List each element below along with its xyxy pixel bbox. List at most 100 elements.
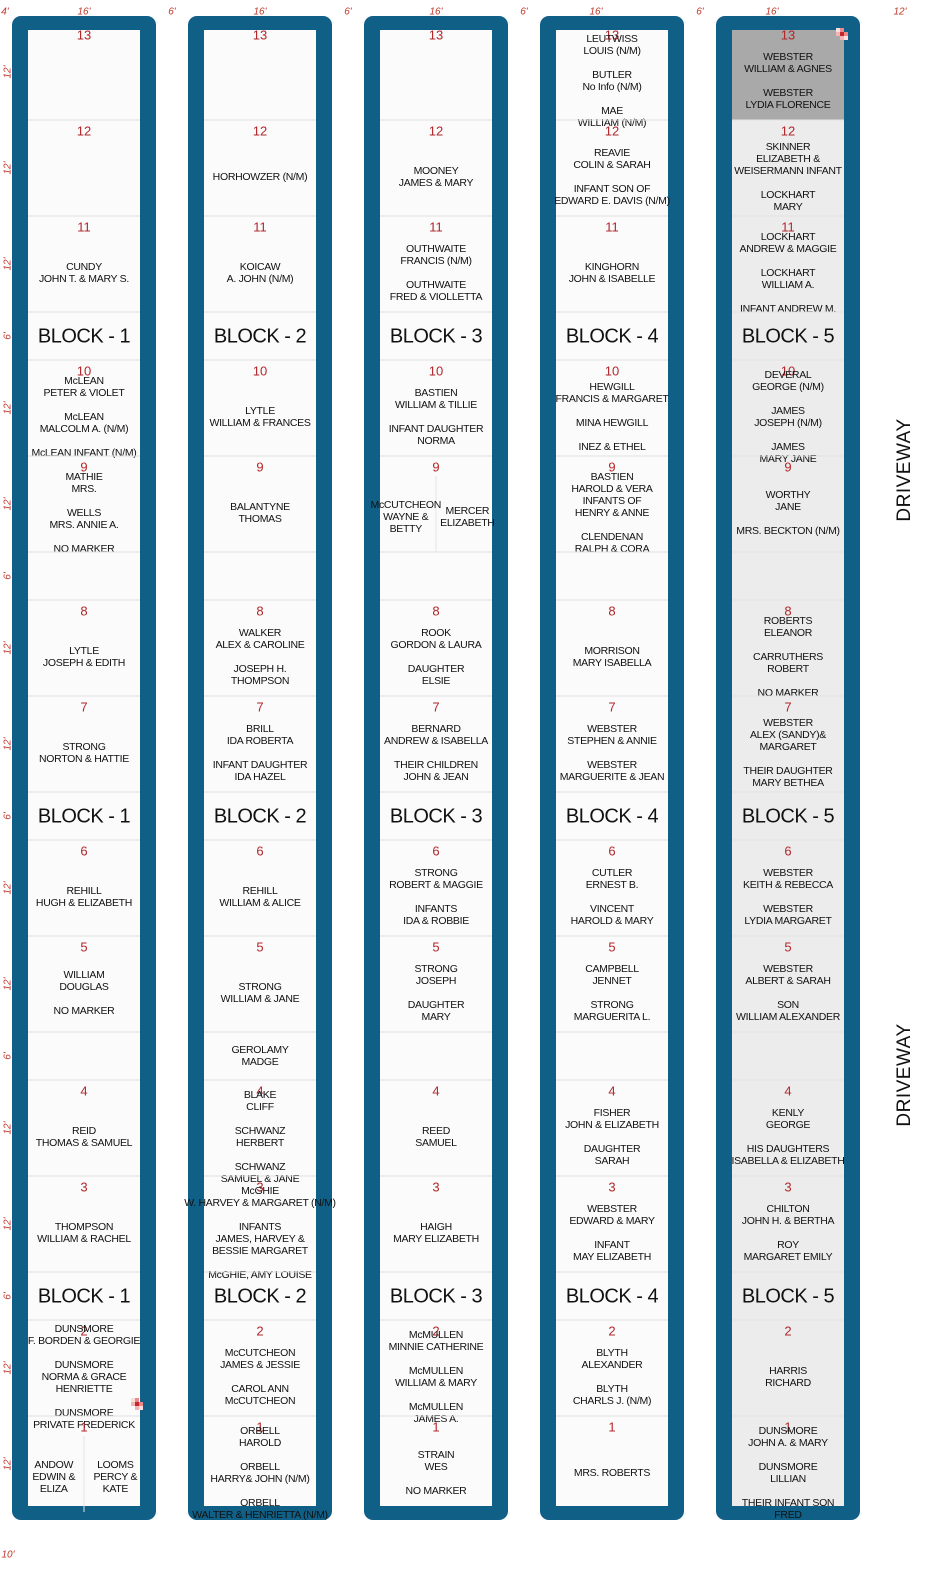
plot-number: 13 <box>429 27 443 42</box>
name-line: IDA & ROBBIE <box>403 915 469 927</box>
plot-number: 5 <box>80 939 87 954</box>
name-line: JENNET <box>592 975 632 987</box>
name-line: W. HARVEY & MARGARET (N/M) <box>184 1197 335 1209</box>
plot-number: 4 <box>608 1083 615 1098</box>
plot-number: 1 <box>784 1419 791 1434</box>
name-line: MALCOLM A. (N/M) <box>40 423 129 435</box>
name-line: FRED & VIOLLETTA <box>390 291 483 303</box>
name-line: McGHIE <box>241 1185 279 1197</box>
block-label: BLOCK - 2 <box>214 1285 307 1307</box>
name-line: THOMPSON <box>231 675 289 687</box>
block-label: BLOCK - 4 <box>566 1285 659 1307</box>
name-line: DUNSMORE <box>759 1461 818 1473</box>
plot-number: 11 <box>77 219 91 234</box>
name-line: McMULLEN <box>409 1329 463 1341</box>
name-line: MOONEY <box>414 165 459 177</box>
name-line: CLIFF <box>246 1101 274 1113</box>
name-line: McGHIE, AMY LOUISE <box>208 1269 312 1281</box>
dimension-label: 6' <box>3 811 14 820</box>
name-line: THOMPSON <box>55 1221 113 1233</box>
name-line: MRS. BECKTON (N/M) <box>736 525 840 537</box>
dimension-label: 6' <box>520 7 529 18</box>
plot-number: 2 <box>784 1323 791 1338</box>
name-line: HARRIS <box>769 1365 807 1377</box>
plot-number: 2 <box>80 1323 87 1338</box>
name-line: FRANCIS & MARGARET <box>555 393 669 405</box>
name-line: BRILL <box>246 723 274 735</box>
plot-number: 4 <box>784 1083 791 1098</box>
name-line: DAUGHTER <box>408 663 465 675</box>
name-line: STRONG <box>590 999 633 1011</box>
plot-number: 5 <box>608 939 615 954</box>
dimension-label: 16' <box>429 7 443 18</box>
name-line: KENLY <box>772 1107 804 1119</box>
plot-number: 6 <box>80 843 87 858</box>
block-label: BLOCK - 5 <box>742 805 835 827</box>
plot-number: 11 <box>781 219 795 234</box>
plot-number: 3 <box>256 1179 263 1194</box>
dimension-label: 16' <box>77 7 91 18</box>
name-line: JOSEPH H. <box>234 663 287 675</box>
plot-number: 8 <box>256 603 263 618</box>
name-line: ROOK <box>421 627 451 639</box>
dimension-label: 12' <box>3 640 14 654</box>
name-line: MARGARET EMILY <box>744 1251 833 1263</box>
dimension-label: 4' <box>1 7 10 18</box>
name-line: SAMUEL <box>415 1137 457 1149</box>
name-line: THOMAS <box>238 513 281 525</box>
icon-pixel <box>844 36 848 40</box>
name-line: McCUTCHEON <box>371 499 442 511</box>
name-line: REHILL <box>67 885 102 897</box>
plot-number: 2 <box>432 1323 439 1338</box>
name-line: DAUGHTER <box>408 999 465 1011</box>
plot-number: 4 <box>432 1083 439 1098</box>
plot-number: 9 <box>80 459 87 474</box>
name-line: MINNIE CATHERINE <box>389 1341 484 1353</box>
name-line: KEITH & REBECCA <box>743 879 833 891</box>
name-line: ELIZABETH & <box>756 153 820 165</box>
icon-pixel <box>840 36 844 40</box>
plot-number: 4 <box>256 1083 263 1098</box>
name-line: SCHWANZ <box>235 1125 286 1137</box>
name-line: CAROL ANN <box>231 1383 289 1395</box>
name-line: F. BORDEN & GEORGIE <box>28 1335 140 1347</box>
plot-number: 11 <box>253 219 267 234</box>
name-line: CHILTON <box>766 1203 809 1215</box>
name-line: COLIN & SARAH <box>573 159 650 171</box>
icon-pixel <box>836 32 840 36</box>
name-line: MARY <box>422 1011 451 1023</box>
plot-number: 1 <box>432 1419 439 1434</box>
dimension-label: 12' <box>3 880 14 894</box>
name-line: ALEX (SANDY)& <box>750 729 826 741</box>
name-line: MARY ISABELLA <box>573 657 652 669</box>
plot-number: 6 <box>784 843 791 858</box>
name-line: WILLIAM & JANE <box>221 993 300 1005</box>
name-line: LYDIA MARGARET <box>744 915 832 927</box>
icon-pixel <box>135 1402 139 1406</box>
block-interior <box>380 30 492 1506</box>
plot-number: 2 <box>608 1323 615 1338</box>
plot-number: 12 <box>253 123 267 138</box>
name-line: LOCKHART <box>761 189 816 201</box>
name-line: HARRY& JOHN (N/M) <box>210 1473 309 1485</box>
dimension-label: 12' <box>3 64 14 78</box>
name-line: BETTY <box>390 523 423 535</box>
name-line: WEBSTER <box>763 903 814 915</box>
name-line: RICHARD <box>765 1377 811 1389</box>
name-line: NORTON & HATTIE <box>39 753 129 765</box>
name-line: MARY <box>774 201 803 213</box>
name-line: BESSIE MARGARET <box>212 1245 309 1257</box>
name-line: SKINNER <box>766 141 811 153</box>
name-line: WEBSTER <box>763 87 814 99</box>
name-line: REID <box>72 1125 97 1137</box>
name-line: HENRY & ANNE <box>575 507 650 519</box>
name-line: ANDREW & ISABELLA <box>384 735 488 747</box>
plot-number: 12 <box>781 123 795 138</box>
name-line: REAVIE <box>594 147 630 159</box>
name-line: MARGARET <box>759 741 817 753</box>
name-line: MRS. ANNIE A. <box>49 519 118 531</box>
icon-pixel <box>139 1402 143 1406</box>
block-interior <box>204 30 316 1506</box>
name-line: GEORGE <box>766 1119 811 1131</box>
